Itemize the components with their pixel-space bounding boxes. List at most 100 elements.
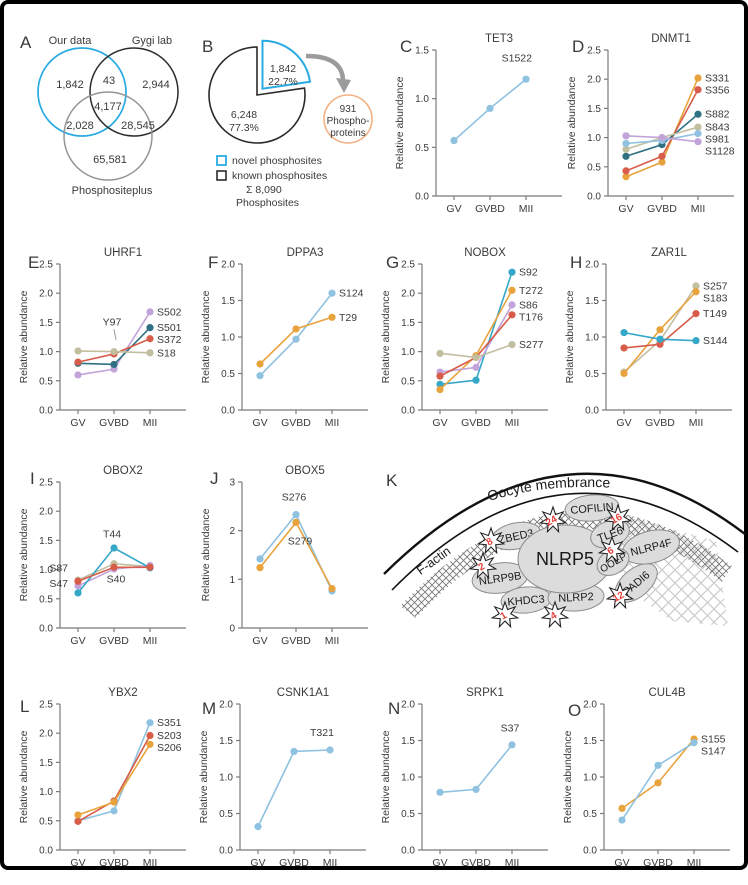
svg-text:24: 24 [544, 514, 560, 529]
svg-text:proteins: proteins [330, 128, 366, 139]
svg-text:S501: S501 [157, 322, 182, 334]
data-point [692, 282, 700, 290]
data-point [522, 75, 530, 83]
arrowhead-icon [336, 78, 351, 93]
panel-letter-g: G [386, 253, 400, 272]
line-chart-NOBOX: NOBOX Relative abundance 0.0 0.5 1.0 1.5 2.0 2.… [380, 247, 548, 429]
panel-i-line-chart: OBOX2 Relative abundance 0.0 0.5 1.0 1.5 2.0 2.… [16, 458, 198, 663]
svg-text:MII: MII [505, 857, 520, 869]
svg-text:MII: MII [691, 203, 706, 215]
svg-text:UHRF1: UHRF1 [104, 247, 142, 259]
data-point [658, 152, 666, 160]
svg-text:GV: GV [70, 857, 85, 869]
data-point [622, 132, 630, 140]
data-point [292, 325, 300, 333]
data-point [74, 347, 82, 355]
panel-letter-n: N [388, 699, 401, 718]
phospho-star-icon: 6 [597, 535, 627, 564]
data-point [146, 308, 154, 316]
data-point [622, 145, 630, 153]
svg-text:Relative abundance: Relative abundance [18, 290, 30, 383]
protein-ellipse-NLRP2: NLRP2 [547, 582, 605, 612]
line-chart-DPPA3: DPPA3 Relative abundance 0.0 0.5 1.0 1.5 2.0 GV… [200, 247, 368, 429]
svg-text:S882: S882 [705, 109, 730, 121]
line-chart-UHRF1: UHRF1 Relative abundance 0.0 0.5 1.0 1.5 2.0 2.… [18, 247, 186, 429]
svg-text:S144: S144 [703, 335, 728, 347]
svg-text:SRPK1: SRPK1 [466, 687, 504, 699]
svg-text:MII: MII [687, 857, 702, 869]
svg-text:GVBD: GVBD [99, 635, 129, 647]
svg-text:2.0: 2.0 [39, 289, 53, 300]
svg-text:S18: S18 [157, 347, 176, 359]
svg-text:Relative abundance: Relative abundance [380, 290, 392, 383]
svg-text:0.0: 0.0 [401, 846, 415, 857]
panel-letter-m: M [202, 699, 217, 718]
data-point [74, 811, 82, 819]
data-point [328, 584, 336, 593]
svg-text:NLRP2: NLRP2 [558, 591, 594, 605]
data-point [328, 289, 336, 297]
svg-text:GVBD: GVBD [645, 417, 675, 429]
data-point [436, 788, 444, 796]
svg-text:GVBD: GVBD [281, 635, 311, 647]
svg-text:1.0: 1.0 [401, 347, 415, 358]
panel-letter-o: O [568, 701, 582, 720]
panel-f-line-chart: DPPA3 Relative abundance 0.0 0.5 1.0 1.5 2.0 GV… [198, 240, 380, 445]
svg-text:2.0: 2.0 [219, 700, 233, 711]
svg-text:S257: S257 [703, 280, 728, 292]
data-point [110, 360, 118, 369]
svg-text:S183: S183 [703, 292, 728, 304]
svg-text:1.0: 1.0 [219, 773, 233, 784]
svg-text:0.5: 0.5 [221, 369, 235, 380]
data-point [620, 329, 628, 337]
svg-text:GV: GV [70, 417, 85, 429]
panel-l-line-chart: YBX2 Relative abundance 0.0 0.5 1.0 1.5 2.0 2.5… [16, 680, 198, 885]
data-point [622, 152, 630, 160]
svg-text:MII: MII [505, 417, 520, 429]
data-point [656, 335, 664, 343]
svg-text:1.5: 1.5 [585, 296, 599, 307]
svg-text:0.5: 0.5 [39, 816, 53, 827]
protein-ellipse-TLE6: TLE6 [590, 519, 630, 549]
svg-text:2.5: 2.5 [39, 260, 53, 271]
svg-text:S277: S277 [519, 339, 544, 351]
panel-g-line-chart: NOBOX Relative abundance 0.0 0.5 1.0 1.5 2.0 2.… [378, 240, 560, 445]
data-point [146, 335, 154, 343]
svg-text:MII: MII [143, 417, 158, 429]
data-point [328, 313, 336, 321]
callout-arrow [305, 53, 346, 81]
svg-text:931: 931 [340, 104, 357, 115]
data-point [694, 86, 702, 94]
svg-text:1.5: 1.5 [39, 758, 53, 769]
data-point [254, 823, 262, 831]
phospho-star-icon: 4 [540, 600, 570, 629]
svg-text:ZAR1L: ZAR1L [651, 247, 687, 259]
data-point [508, 268, 516, 276]
data-point [692, 337, 700, 345]
svg-text:GV: GV [70, 635, 85, 647]
data-point [620, 369, 628, 378]
svg-text:0.5: 0.5 [415, 143, 429, 154]
data-point [658, 158, 666, 166]
svg-text:MII: MII [325, 417, 340, 429]
venn-circle-phosphositeplus [63, 91, 153, 181]
data-point [692, 288, 700, 296]
svg-text:T44: T44 [103, 528, 121, 540]
data-point [486, 104, 494, 112]
series-line-S124 [259, 292, 333, 377]
svg-text:3: 3 [229, 478, 235, 489]
data-point [618, 804, 626, 812]
panel-letter-k: K [386, 471, 398, 490]
svg-text:1.5: 1.5 [587, 104, 601, 115]
panel-letter-e: E [28, 253, 40, 272]
panel-j-line-chart: OBOX5 Relative abundance 0 1 2 3 GV GVBD MII S276… [198, 458, 380, 663]
svg-text:S356: S356 [705, 85, 730, 97]
svg-text:S203: S203 [157, 730, 182, 742]
data-point [694, 110, 702, 118]
svg-text:COFILIN: COFILIN [570, 501, 614, 517]
svg-text:0.0: 0.0 [39, 846, 53, 857]
panel-letter-h: H [570, 253, 583, 272]
svg-text:2.0: 2.0 [587, 75, 601, 86]
svg-text:GV: GV [252, 417, 267, 429]
